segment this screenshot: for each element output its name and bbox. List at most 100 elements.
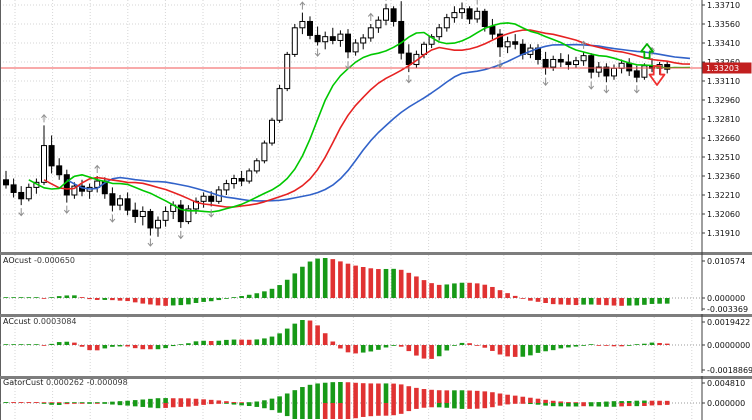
histogram-bar (520, 403, 526, 404)
price-tick-label: 1.32960 (707, 96, 740, 105)
histogram-bar (626, 298, 632, 306)
histogram-bar (596, 402, 602, 403)
indicator-panel-ac[interactable]: 0.0019422 0.0000000 -0.0018869 (0, 314, 752, 375)
histogram-bar (619, 345, 624, 347)
histogram-bar (193, 341, 199, 345)
histogram-bar (277, 403, 282, 413)
histogram-bar (170, 403, 176, 408)
indicator-value-ac: 0.0003084 (33, 317, 77, 326)
candle-body (284, 53, 291, 90)
histogram-bar (459, 342, 465, 345)
indicator-label-gator: GatorCust 0.000262 -0.000098 (3, 378, 128, 387)
histogram-bar (231, 297, 237, 298)
histogram-bar (535, 398, 541, 403)
histogram-bar (186, 403, 191, 407)
histogram-bar (353, 265, 358, 298)
histogram-bar (581, 298, 586, 305)
histogram-bar (239, 295, 244, 298)
candle-body (345, 33, 351, 53)
histogram-bar (566, 402, 571, 403)
histogram-bar (338, 382, 343, 403)
indicator-name-ac: ACcust (3, 317, 31, 326)
histogram-bar (102, 402, 108, 403)
histogram-bar (429, 403, 434, 408)
histogram-bar (178, 403, 184, 407)
histogram-bar (406, 345, 412, 352)
price-axis[interactable]: 1.337101.335601.334101.332601.331101.329… (701, 0, 752, 252)
histogram-bar (657, 403, 662, 406)
histogram-bar (178, 344, 184, 345)
histogram-bar (505, 394, 510, 403)
histogram-bar (360, 383, 366, 403)
histogram-bar (505, 403, 510, 405)
histogram-bar (132, 298, 138, 303)
histogram-bar (528, 298, 533, 301)
histogram-bar (657, 298, 662, 304)
histogram-bar (421, 345, 427, 359)
candle-body (557, 58, 564, 63)
histogram-bar (94, 403, 100, 404)
histogram-bar (322, 403, 328, 419)
histogram-bar (41, 298, 47, 299)
fractal-up-icon (94, 164, 101, 173)
candle-body (337, 33, 344, 41)
candle-body (466, 8, 473, 20)
indicator-panel-ao[interactable]: 0.010574 0.000000 -0.003369 (0, 252, 752, 314)
histogram-bar (436, 345, 442, 357)
panel-separator (0, 376, 752, 379)
histogram-bar (315, 383, 320, 403)
ac-histogram (3, 320, 670, 359)
histogram-bar (94, 345, 100, 351)
histogram-bar (246, 402, 252, 403)
indicator-panel-gator[interactable]: 0.004810 0.000000 (0, 376, 752, 420)
histogram-bar (467, 343, 472, 345)
histogram-bar (178, 298, 184, 306)
histogram-bar (452, 345, 457, 346)
histogram-bar (664, 400, 670, 403)
indicator-tick-label: 0.010574 (707, 257, 745, 266)
candle-body (71, 185, 78, 196)
histogram-bar (596, 403, 602, 407)
histogram-bar (619, 403, 624, 407)
candle-body (18, 191, 25, 200)
histogram-bar (64, 341, 70, 345)
candle-body (443, 17, 450, 29)
indicator-tick-label: 0.0000000 (707, 341, 750, 350)
histogram-bar (626, 400, 632, 403)
histogram-bar (246, 294, 252, 298)
histogram-bar (201, 399, 206, 403)
histogram-bar (421, 389, 427, 403)
histogram-bar (429, 283, 434, 298)
candle-body (124, 198, 131, 211)
candle-body (223, 183, 230, 191)
histogram-bar (414, 387, 419, 403)
histogram-bar (155, 298, 161, 306)
candle-body (132, 209, 139, 218)
histogram-bar (649, 342, 655, 345)
histogram-bar (626, 345, 632, 346)
candle-body (352, 42, 359, 53)
histogram-bar (94, 402, 100, 403)
histogram-bar (254, 293, 260, 298)
histogram-bar (611, 298, 617, 306)
histogram-bar (3, 402, 9, 403)
candle-body (269, 119, 275, 144)
histogram-bar (543, 399, 548, 403)
histogram-bar (543, 345, 548, 352)
histogram-bar (490, 345, 495, 351)
histogram-bar (596, 298, 602, 305)
histogram-bar (208, 298, 214, 302)
histogram-bar (558, 401, 564, 403)
histogram-bar (345, 263, 351, 298)
candle-body (633, 70, 640, 78)
candle-body (588, 55, 595, 73)
histogram-bar (72, 402, 77, 403)
histogram-bar (383, 383, 389, 403)
candlesticks (3, 1, 671, 237)
histogram-bar (300, 403, 305, 419)
histogram-bar (421, 280, 427, 298)
histogram-bar (467, 282, 472, 298)
fractal-down-icon (405, 75, 412, 84)
histogram-bar (254, 403, 260, 407)
